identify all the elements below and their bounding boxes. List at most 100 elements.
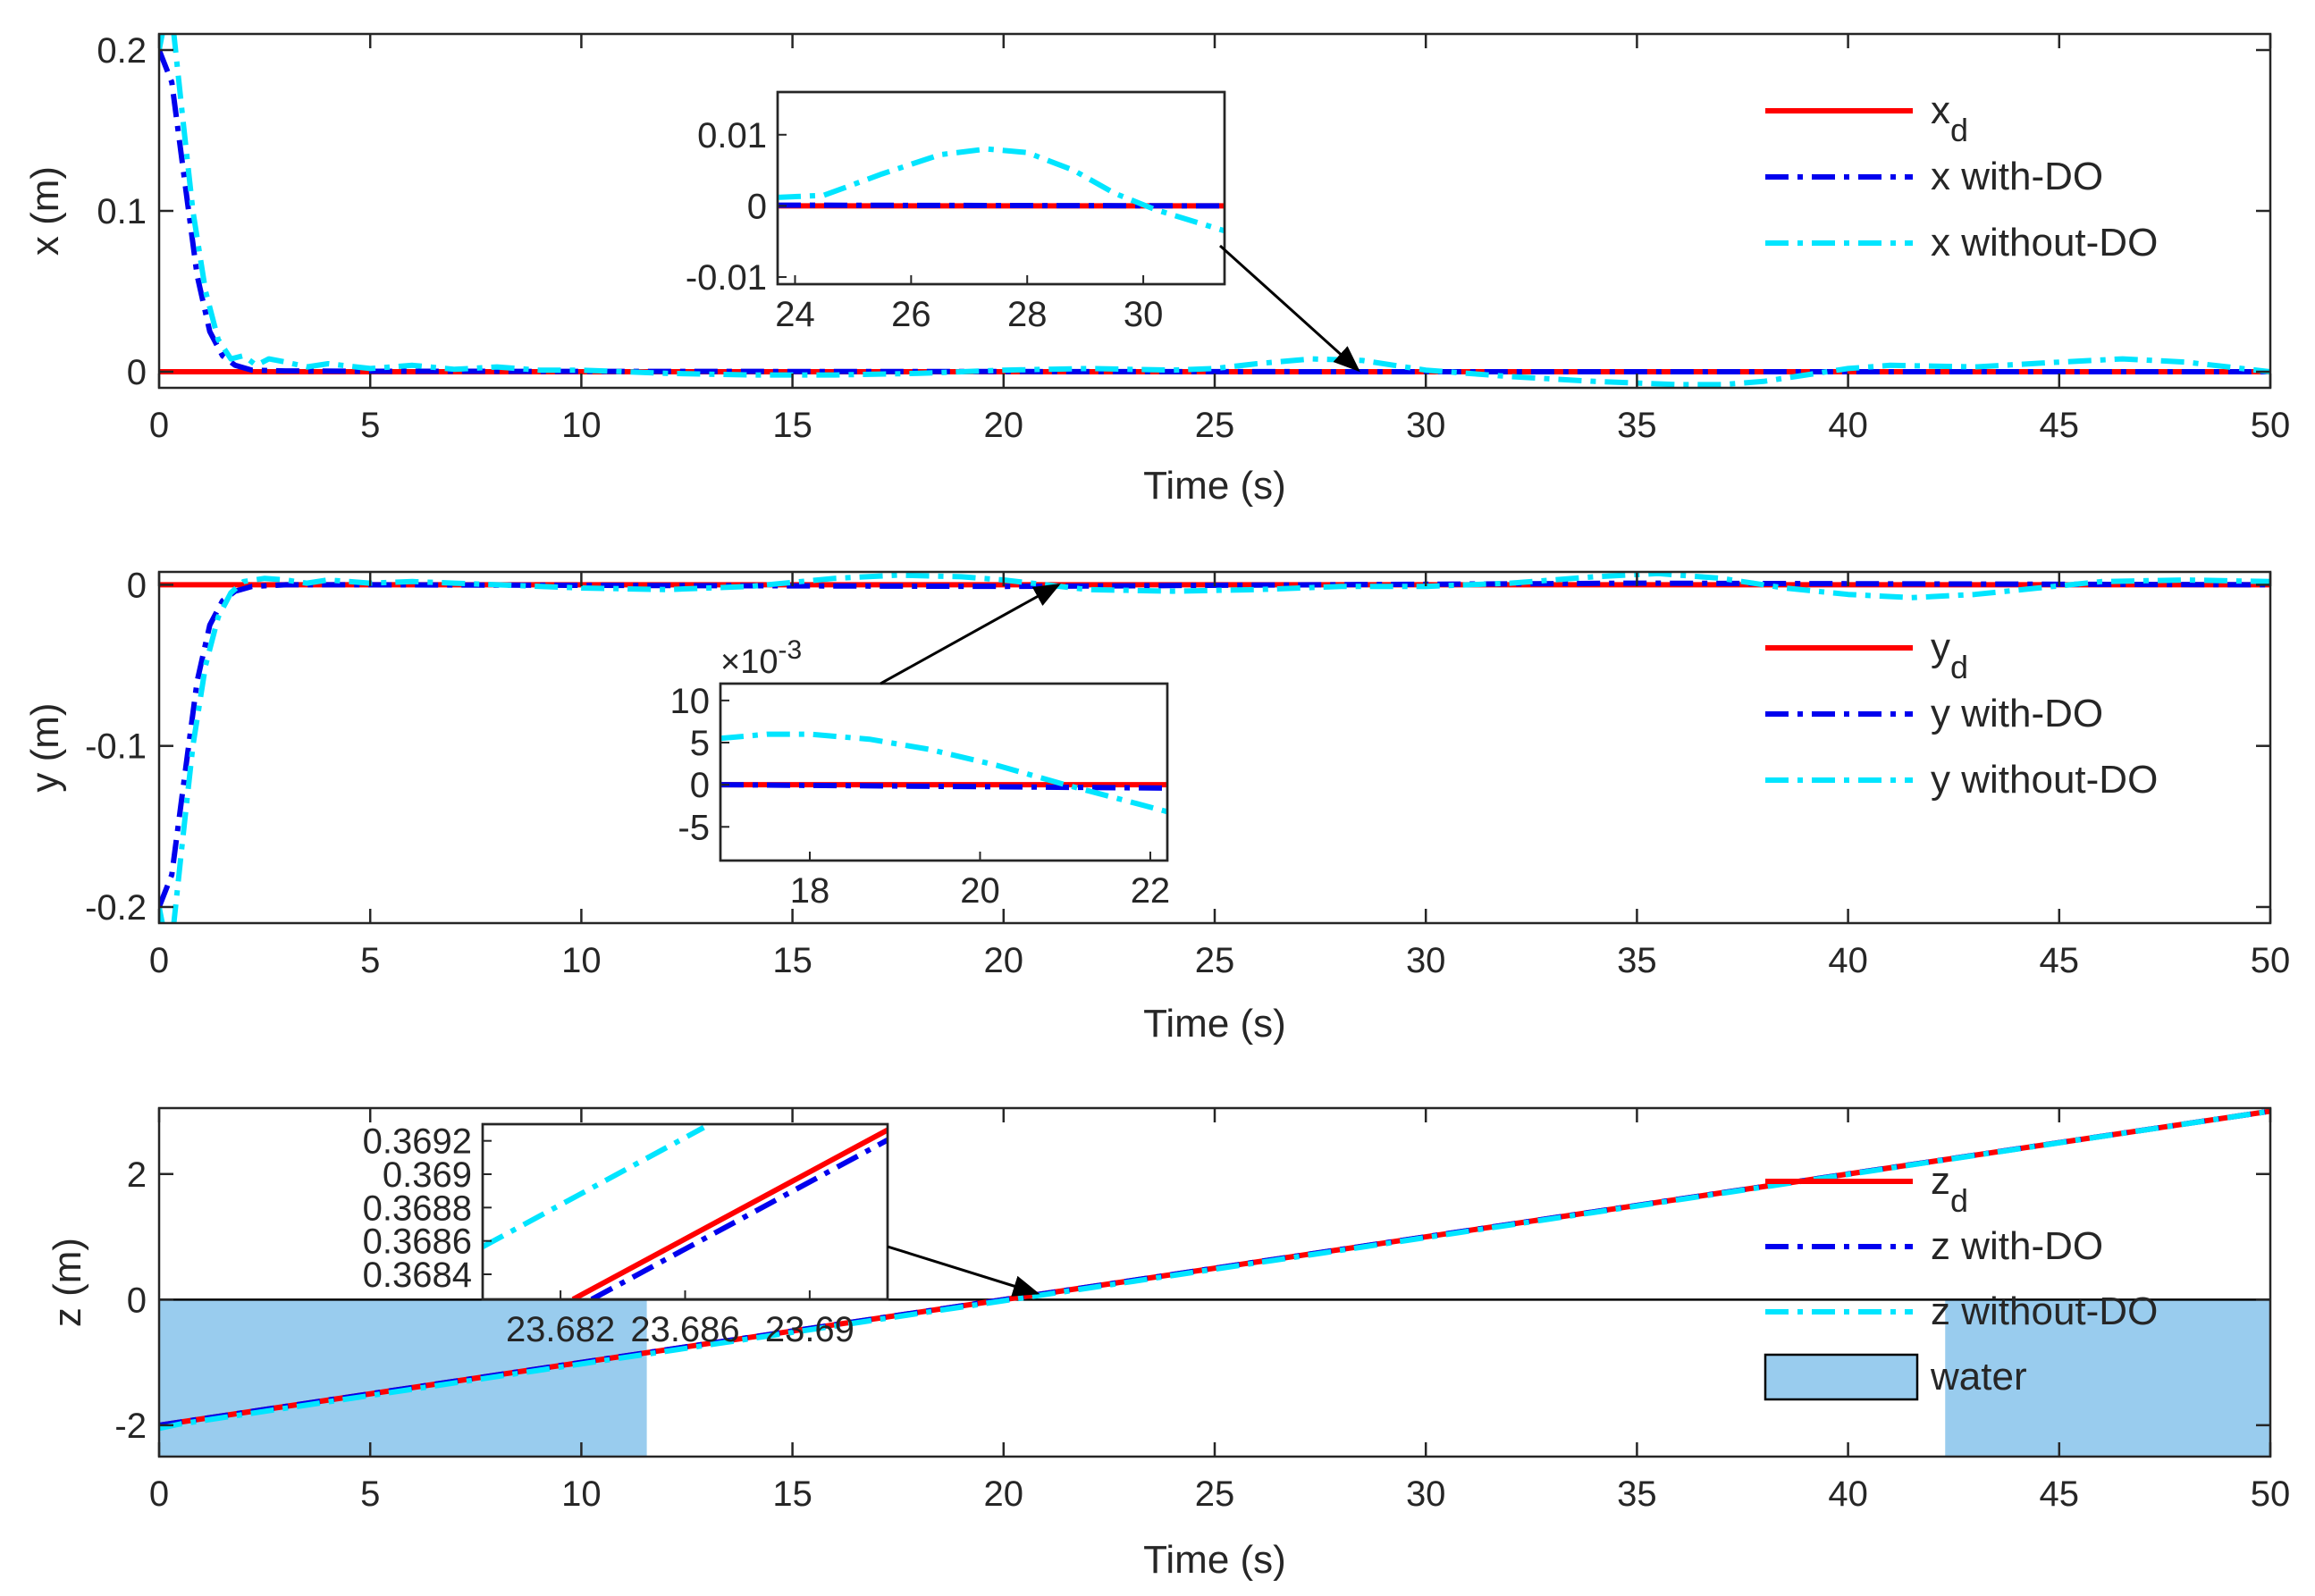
x-tick-label: 15 <box>772 406 812 445</box>
y-tick-label: 2 <box>127 1155 147 1195</box>
x-tick-label: 50 <box>2251 406 2291 445</box>
legend-label: zd <box>1931 1159 1968 1219</box>
water-region-2 <box>1945 1299 2270 1457</box>
inset-x-tick-label: 28 <box>1007 295 1048 334</box>
x-tick-label: 45 <box>2040 1474 2080 1514</box>
inset-box <box>719 682 1169 862</box>
inset-frame <box>719 682 1169 862</box>
plot-area <box>159 572 2270 923</box>
x-tick-label: 5 <box>360 941 380 980</box>
inset-series-group <box>720 731 1167 815</box>
x-tick-label: 40 <box>1828 1474 1868 1514</box>
inset-x-tick-label: 23.682 <box>506 1310 615 1349</box>
inset3-series-desired <box>571 1127 888 1299</box>
legend-label: water <box>1930 1355 2027 1399</box>
x-tick-label: 15 <box>772 941 812 980</box>
inset-y-tick-label: -0.01 <box>686 258 767 298</box>
inset-x-tick-label: 24 <box>775 295 815 334</box>
inset-y-tick-label: 5 <box>690 724 710 763</box>
y-axis-label: y (m) <box>23 702 67 792</box>
x-tick-label: 40 <box>1828 406 1868 445</box>
zoom-arrow <box>880 583 1061 685</box>
x-tick-label: 5 <box>360 1474 380 1514</box>
zoom-arrow <box>1218 244 1360 373</box>
inset-y-tick-label: 0 <box>690 766 710 805</box>
panel3-series-z-without-do <box>159 1108 2270 1432</box>
legend-label: x without-DO <box>1931 221 2158 265</box>
x-tick-label: 35 <box>1617 941 1657 980</box>
series-group <box>159 34 2270 388</box>
inset-y-tick-label: 0 <box>747 187 767 226</box>
inset-box <box>776 90 1226 286</box>
legend-label-subscript: d <box>1950 649 1968 685</box>
x-axis-label: Time (s) <box>1143 1002 1286 1046</box>
x-tick-label: 20 <box>984 1474 1024 1514</box>
legend-label-text: water <box>1930 1355 2027 1399</box>
inset-x-tick-label: 26 <box>891 295 931 334</box>
y-tick-label: 0 <box>127 353 147 392</box>
x-tick-label: 10 <box>561 1474 602 1514</box>
inset2-series-with_do <box>720 782 1167 791</box>
inset2-series-without_do <box>720 731 1167 815</box>
panel-1: 0 5 10 15 20 25 30 35 40 45 50 0 0.1 0.2 Time (s) x (m)… <box>23 31 2291 508</box>
inset3-series-without_do <box>483 1125 705 1249</box>
legend-label-text: x with-DO <box>1931 155 2103 198</box>
legend-label-text: y without-DO <box>1931 758 2158 802</box>
x-tick-label: 0 <box>149 406 169 445</box>
legend-label: y with-DO <box>1931 692 2103 735</box>
x-tick-label: 25 <box>1195 941 1235 980</box>
inset: 24 26 28 30 -0.01 0 0.01 <box>686 90 1226 334</box>
inset-y-tick-label: 0.3688 <box>363 1189 472 1228</box>
inset-y-tick-label: 0.3684 <box>363 1256 472 1295</box>
x-axis-label: Time (s) <box>1143 464 1286 508</box>
legend-label: xd <box>1931 88 1968 148</box>
legend-label: yd <box>1931 626 1968 685</box>
inset-series-group <box>778 146 1225 234</box>
legend: yd y with-DO y without-DO <box>1765 626 2158 802</box>
legend-swatch-water <box>1764 1353 1919 1401</box>
legend-label: z with-DO <box>1931 1224 2103 1268</box>
legend-label-text: y <box>1931 626 1950 669</box>
inset: 23.682 23.686 23.690.36840.36860.36880.369… <box>363 1122 889 1349</box>
legend-label: x with-DO <box>1931 155 2103 198</box>
inset-x-tick-label: 18 <box>790 871 830 911</box>
legend-label-text: z without-DO <box>1931 1289 2158 1333</box>
x-tick-label: 40 <box>1828 941 1868 980</box>
x-tick-label: 30 <box>1406 941 1446 980</box>
inset-y-tick-label: 10 <box>670 682 711 721</box>
x-tick-label: 20 <box>984 406 1024 445</box>
x-tick-label: 35 <box>1617 1474 1657 1514</box>
legend-label-text: z <box>1931 1159 1950 1203</box>
inset-exponent-power: -3 <box>778 635 802 665</box>
inset-series-group <box>483 1125 888 1299</box>
y-tick-label: 0.1 <box>97 192 147 231</box>
x-tick-label: 0 <box>149 941 169 980</box>
x-tick-label: 30 <box>1406 1474 1446 1514</box>
inset-y-tick-label: 0.01 <box>697 116 767 155</box>
x-tick-label: 45 <box>2040 406 2080 445</box>
legend: xd x with-DO x without-DO <box>1765 88 2158 265</box>
x-axis-label: Time (s) <box>1143 1538 1286 1582</box>
inset-frame <box>776 90 1226 286</box>
inset3-series-with_do <box>590 1138 888 1299</box>
legend: zd z with-DO z without-DO water <box>1764 1159 2158 1401</box>
legend-label-text: x <box>1931 88 1950 132</box>
x-tick-label: 25 <box>1195 406 1235 445</box>
y-tick-label: -0.1 <box>85 727 147 767</box>
panel2-series-y-without-do <box>159 572 2270 923</box>
y-tick-label: -2 <box>114 1407 147 1446</box>
zoom-arrow <box>887 1245 1040 1297</box>
inset-x-tick-label: 22 <box>1131 871 1171 911</box>
inset-y-tick-label: -5 <box>678 808 710 847</box>
x-tick-label: 0 <box>149 1474 169 1514</box>
x-tick-label: 35 <box>1617 406 1657 445</box>
x-tick-label: 15 <box>772 1474 812 1514</box>
y-tick-label: 0 <box>127 566 147 605</box>
inset-x-tick-label: 30 <box>1124 295 1164 334</box>
inset-y-tick-label: 0.3686 <box>363 1222 472 1262</box>
inset-y-tick-label: 0.369 <box>383 1155 472 1195</box>
